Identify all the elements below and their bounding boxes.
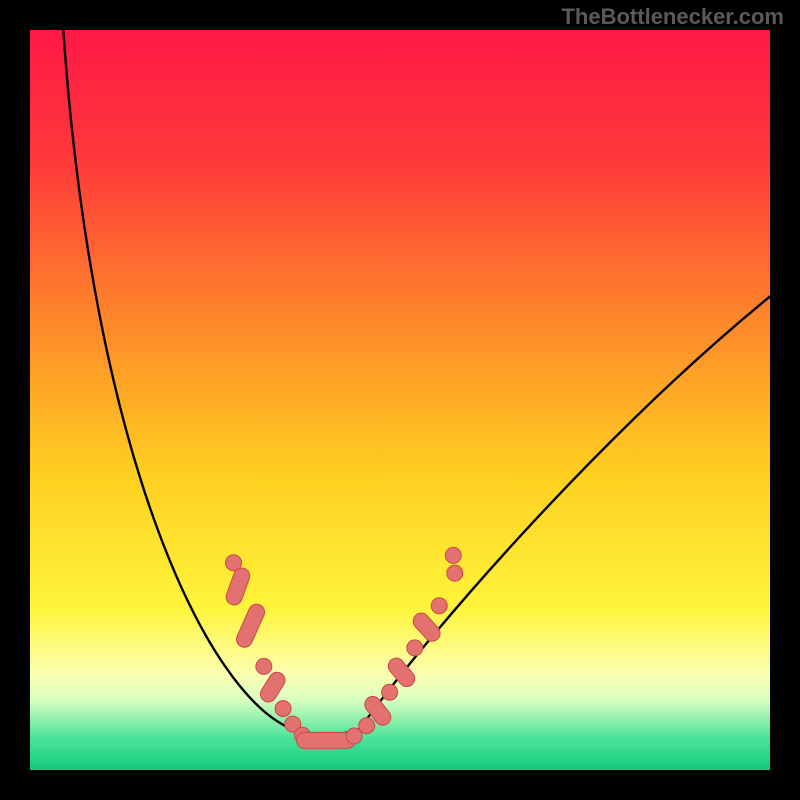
watermark-text: TheBottlenecker.com xyxy=(561,4,784,30)
chart xyxy=(30,30,770,770)
marker-dot xyxy=(407,640,423,656)
marker-dot xyxy=(275,701,291,717)
marker-dot xyxy=(382,684,398,700)
marker-dot xyxy=(431,598,447,614)
marker-dot xyxy=(359,718,375,734)
marker-dot xyxy=(445,547,461,563)
marker-dot xyxy=(447,565,463,581)
stage: TheBottlenecker.com xyxy=(0,0,800,800)
marker-dot xyxy=(256,658,272,674)
